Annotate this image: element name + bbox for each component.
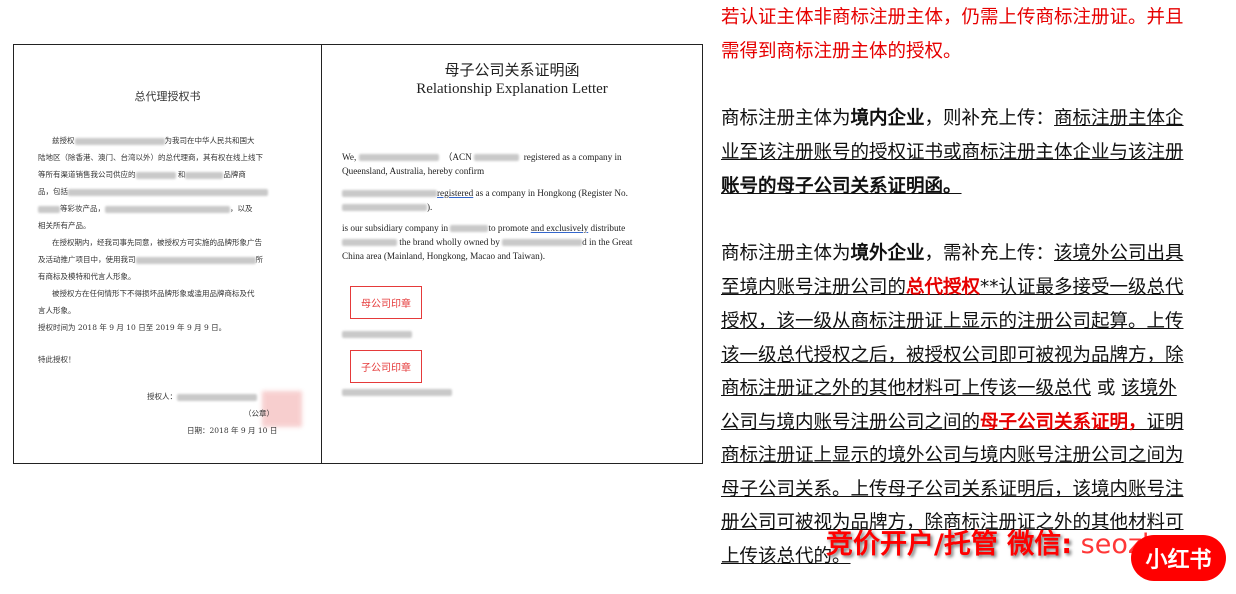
note-line: 账号的母子公司关系证明函。 — [721, 176, 962, 197]
note-line: 该一级总代授权之后，被授权公司即可被视为品牌方，除 — [721, 345, 1184, 366]
para: 有商标及模特和代言人形象。 — [38, 272, 136, 281]
parent-company-stamp: 母公司印章 — [350, 286, 422, 319]
para: 兹授权 为我司在中华人民共和国大 — [52, 136, 255, 145]
letter-title-en: Relationship Explanation Letter — [416, 81, 608, 97]
note-line: 商标注册证之外的其他材料可上传该一级总代 或 该境外 — [721, 378, 1177, 399]
para: 品，包括 — [38, 183, 297, 201]
seal-note: （公章） — [244, 409, 274, 418]
signer: 授权人： — [147, 388, 297, 406]
note-line: 需得到商标注册主体的授权。 — [721, 41, 962, 62]
para: 特此授权！ — [38, 355, 76, 364]
letter-title-cn: 母子公司关系证明函 — [444, 63, 580, 79]
note-line: 册公司可被视为品牌方，除商标注册证之外的其他材料可 — [721, 512, 1184, 533]
letter-title: 总代理授权书 — [134, 90, 201, 103]
watermark: 竞价开户/托管 微信: seozbw — [826, 529, 1182, 560]
para: 言人形象。 — [38, 306, 76, 315]
para: We, （ACN registered as a company in — [342, 152, 622, 162]
note-line: 若认证主体非商标注册主体，仍需上传商标注册证。并且 — [721, 7, 1184, 28]
para: Queensland, Australia, hereby confirm — [342, 166, 485, 176]
xiaohongshu-logo: 小红书 — [1131, 535, 1226, 581]
note-line: 授权，该一级从商标注册证上显示的注册公司起算。上传 — [721, 311, 1184, 332]
para: 被授权方在任何情形下不得损坏品牌形象或滥用品牌商标及代 — [52, 289, 255, 298]
subsidiary-stamp: 子公司印章 — [350, 350, 422, 383]
para: registered as a company in Hongkong (Reg… — [342, 186, 682, 200]
general-agency-authorization-letter: 总代理授权书 兹授权 为我司在中华人民共和国大 陆地区（除香港、澳门、台湾以外）的… — [14, 45, 322, 463]
note-line: 商标注册主体为境外企业，需补充上传：该境外公司出具 — [721, 243, 1184, 264]
note-line: 业至该注册账号的授权证书或商标注册主体企业与该注册 — [721, 142, 1184, 163]
note-line: 母子公司关系。上传母子公司关系证明后，该境内账号注 — [721, 479, 1184, 500]
para: 相关所有产品。 — [38, 221, 91, 230]
para: the brand wholly owned by d in the Great — [342, 235, 682, 249]
para: ). — [342, 200, 682, 214]
para: 等所有渠道销售我公司供应的 和品牌商 — [38, 170, 246, 179]
para: 在授权期内，经我司事先同意，被授权方可实施的品牌形象广告 — [52, 238, 262, 247]
document-images: 总代理授权书 兹授权 为我司在中华人民共和国大 陆地区（除香港、澳门、台湾以外）的… — [13, 44, 703, 464]
para: 陆地区（除香港、澳门、台湾以外）的总代理商，其有权在线上线下 — [38, 153, 263, 162]
para: 授权时间为 2018 年 9 月 10 日至 2019 年 9 月 9 日。 — [38, 323, 227, 332]
note-line: 商标注册证上显示的境外公司与境内账号注册公司之间为 — [721, 445, 1184, 466]
date: 日期：2018 年 9 月 10 日 — [187, 426, 278, 435]
company-seal — [262, 391, 302, 427]
blurred-line — [342, 385, 682, 399]
para: is our subsidiary company in to promote … — [342, 223, 626, 233]
note-line: 上传该总代的。 — [721, 546, 851, 567]
blurred-line — [342, 327, 682, 341]
para: 等彩妆产品， ，以及 — [38, 200, 297, 218]
relationship-explanation-letter: 母子公司关系证明函 Relationship Explanation Lette… — [322, 45, 702, 463]
note-line: 至境内账号注册公司的总代授权**认证最多接受一级总代 — [721, 277, 1184, 298]
note-line: 商标注册主体为境内企业，则补充上传：商标注册主体企 — [721, 108, 1184, 129]
note-line: 公司与境内账号注册公司之间的母子公司关系证明，证明 — [721, 412, 1184, 433]
para: China area (Mainland, Hongkong, Macao an… — [342, 251, 546, 261]
para: 及活动推广项目中，使用我司所 — [38, 255, 263, 264]
